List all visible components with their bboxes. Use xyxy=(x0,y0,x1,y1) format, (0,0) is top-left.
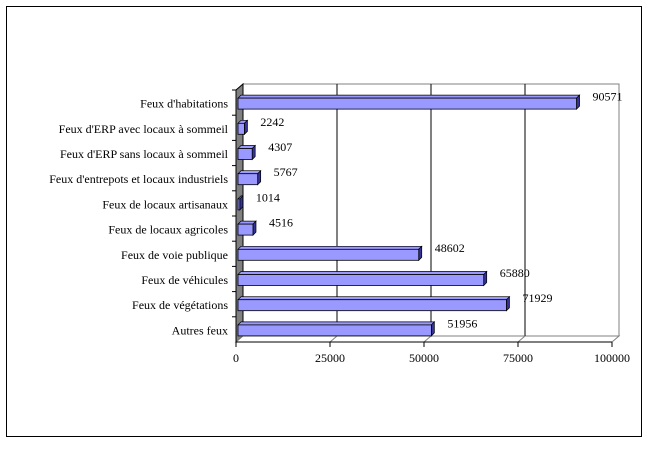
bar-side xyxy=(576,94,580,110)
category-label: Feux de véhicules xyxy=(141,273,228,287)
bar xyxy=(237,97,577,110)
bar xyxy=(237,122,245,135)
bar xyxy=(237,248,420,261)
bar xyxy=(237,274,485,286)
bar-side xyxy=(431,321,435,337)
bar xyxy=(237,299,507,312)
data-label: 65880 xyxy=(500,266,530,280)
data-label: 5767 xyxy=(274,165,298,179)
category-label: Autres feux xyxy=(172,323,228,337)
data-label: 4516 xyxy=(269,216,293,230)
bar xyxy=(237,198,241,211)
data-label: 4307 xyxy=(268,140,292,154)
bar-side xyxy=(257,169,262,186)
bar-top xyxy=(237,245,423,250)
bar xyxy=(237,173,259,186)
gridline-floor xyxy=(329,335,338,343)
category-label: Feux de voie publique xyxy=(121,248,228,262)
category-label: Feux d'ERP sans locaux à sommeil xyxy=(60,147,229,161)
category-label: Feux de locaux artisanaux xyxy=(102,197,228,211)
gridline-floor xyxy=(423,335,432,343)
data-label: 48602 xyxy=(435,241,465,255)
bar-side xyxy=(252,220,257,236)
data-label: 51956 xyxy=(447,316,477,330)
bar-side xyxy=(483,270,488,287)
x-tick-label: 0 xyxy=(233,351,239,365)
bar xyxy=(237,148,253,160)
category-label: Feux de locaux agricoles xyxy=(108,223,228,237)
bar-top xyxy=(237,321,436,326)
data-label: 90571 xyxy=(593,90,623,104)
bar xyxy=(237,223,254,236)
category-label: Feux de végétations xyxy=(132,298,228,312)
bar-top xyxy=(237,94,581,99)
x-tick-label: 75000 xyxy=(503,351,533,365)
bar-top xyxy=(237,271,488,275)
bar-top xyxy=(237,170,262,175)
data-label: 1014 xyxy=(256,190,280,204)
data-label: 2242 xyxy=(260,115,284,129)
x-tick-label: 25000 xyxy=(315,351,345,365)
category-label: Feux d'entrepots et locaux industriels xyxy=(49,172,228,186)
bar xyxy=(237,324,432,337)
x-tick-label: 100000 xyxy=(594,351,630,365)
category-label: Feux d'habitations xyxy=(140,97,228,111)
bar-top xyxy=(237,296,511,301)
gridline-floor xyxy=(517,335,526,343)
x-tick-label: 50000 xyxy=(409,351,439,365)
bar-side xyxy=(506,295,510,312)
data-label: 71929 xyxy=(522,291,552,305)
bar-side xyxy=(239,195,244,211)
bar-side xyxy=(244,119,248,136)
bar-side xyxy=(251,144,256,161)
bar-side xyxy=(418,245,423,262)
category-label: Feux d'ERP avec locaux à sommeil xyxy=(59,122,229,136)
